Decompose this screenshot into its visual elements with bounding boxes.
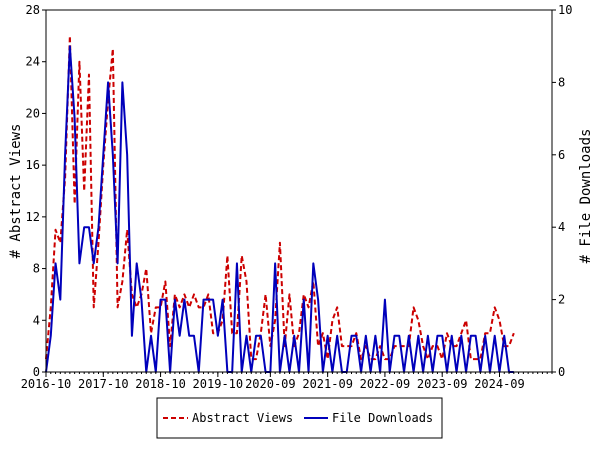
x-tick-label: 2016-10 [21, 377, 72, 391]
y-right-axis-label: # File Downloads [578, 129, 594, 264]
y-left-axis-label: # Abstract Views [8, 124, 24, 259]
y-left-tick-label: 24 [26, 55, 40, 69]
y-right-tick-label: 8 [558, 75, 565, 89]
legend-label-file-downloads: File Downloads [332, 411, 433, 425]
x-tick-label: 2023-09 [417, 377, 468, 391]
legend: Abstract Views File Downloads [156, 397, 443, 439]
legend-label-abstract-views: Abstract Views [192, 411, 293, 425]
y-left-tick-label: 28 [26, 3, 40, 17]
x-tick-label: 2022-09 [360, 377, 411, 391]
y-left-tick-label: 20 [26, 106, 40, 120]
x-tick-label: 2017-10 [78, 377, 129, 391]
series-line-file-downloads [45, 45, 514, 373]
x-tick-label: 2021-09 [302, 377, 353, 391]
x-tick-label: 2020-09 [245, 377, 296, 391]
y-right-tick-label: 6 [558, 148, 565, 162]
x-tick-label: 2024-09 [474, 377, 525, 391]
plot-frame [45, 9, 553, 373]
legend-box [156, 397, 443, 439]
y-left-tick-label: 8 [33, 262, 40, 276]
series-layer [45, 34, 515, 373]
series-line-abstract-views [45, 34, 515, 361]
y-left-tick-label: 0 [33, 365, 40, 379]
y-right-tick-label: 4 [558, 220, 565, 234]
y-right-tick-label: 0 [558, 365, 565, 379]
x-tick-label: 2018-10 [135, 377, 186, 391]
y-left-tick-label: 16 [26, 158, 40, 172]
y-left-tick-label: 12 [26, 210, 40, 224]
y-left-tick-label: 4 [33, 313, 40, 327]
y-right-tick-label: 2 [558, 293, 565, 307]
y-right-tick-label: 10 [558, 3, 572, 17]
x-tick-label: 2019-10 [193, 377, 244, 391]
